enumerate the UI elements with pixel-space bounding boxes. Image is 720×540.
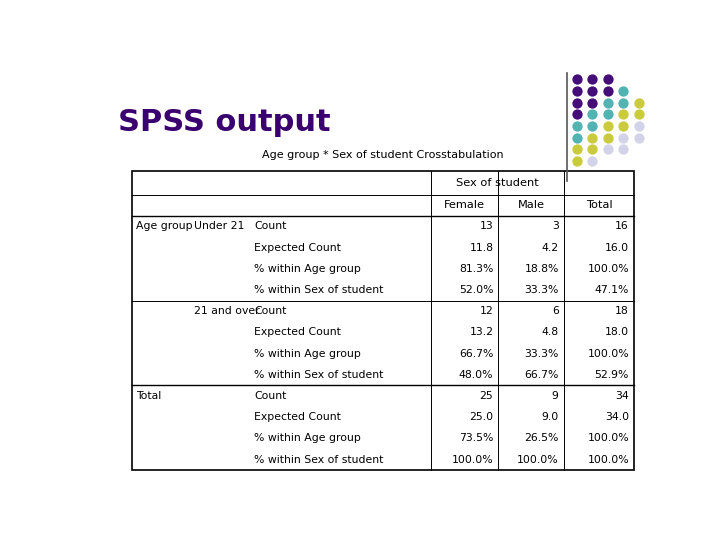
Text: Expected Count: Expected Count	[254, 242, 341, 253]
Text: 100.0%: 100.0%	[588, 349, 629, 359]
Text: 33.3%: 33.3%	[524, 349, 559, 359]
Text: SPSS output: SPSS output	[118, 109, 330, 138]
Text: % within Age group: % within Age group	[254, 264, 361, 274]
Text: Count: Count	[254, 306, 287, 316]
Text: 34.0: 34.0	[605, 412, 629, 422]
Text: 4.8: 4.8	[541, 327, 559, 338]
Text: 34: 34	[616, 391, 629, 401]
Text: 25.0: 25.0	[469, 412, 493, 422]
Text: 47.1%: 47.1%	[595, 285, 629, 295]
Text: % within Sex of student: % within Sex of student	[254, 370, 383, 380]
Text: 12: 12	[480, 306, 493, 316]
Text: 100.0%: 100.0%	[517, 455, 559, 464]
Text: Total: Total	[136, 391, 161, 401]
Text: 25: 25	[480, 391, 493, 401]
Text: Age group * Sex of student Crosstabulation: Age group * Sex of student Crosstabulati…	[262, 151, 504, 160]
Text: Male: Male	[518, 200, 544, 210]
Text: 3: 3	[552, 221, 559, 231]
Text: Female: Female	[444, 200, 485, 210]
Text: 48.0%: 48.0%	[459, 370, 493, 380]
Text: 100.0%: 100.0%	[452, 455, 493, 464]
Text: 73.5%: 73.5%	[459, 434, 493, 443]
Text: 66.7%: 66.7%	[459, 349, 493, 359]
Text: 18.0: 18.0	[605, 327, 629, 338]
Text: 100.0%: 100.0%	[588, 264, 629, 274]
Text: % within Sex of student: % within Sex of student	[254, 455, 383, 464]
Text: Count: Count	[254, 391, 287, 401]
Text: Total: Total	[585, 200, 612, 210]
Text: 18: 18	[616, 306, 629, 316]
Text: % within Age group: % within Age group	[254, 349, 361, 359]
Text: 26.5%: 26.5%	[524, 434, 559, 443]
Text: 16: 16	[616, 221, 629, 231]
Text: 66.7%: 66.7%	[524, 370, 559, 380]
Text: 9: 9	[552, 391, 559, 401]
Text: % within Age group: % within Age group	[254, 434, 361, 443]
Text: Under 21: Under 21	[194, 221, 244, 231]
Text: 18.8%: 18.8%	[524, 264, 559, 274]
Text: 100.0%: 100.0%	[588, 434, 629, 443]
Text: 4.2: 4.2	[541, 242, 559, 253]
Text: 13: 13	[480, 221, 493, 231]
Text: 13.2: 13.2	[469, 327, 493, 338]
Text: 11.8: 11.8	[469, 242, 493, 253]
Text: 21 and over: 21 and over	[194, 306, 259, 316]
Text: 81.3%: 81.3%	[459, 264, 493, 274]
Text: % within Sex of student: % within Sex of student	[254, 285, 383, 295]
Text: 9.0: 9.0	[541, 412, 559, 422]
Text: 100.0%: 100.0%	[588, 455, 629, 464]
Text: 52.0%: 52.0%	[459, 285, 493, 295]
Text: 16.0: 16.0	[605, 242, 629, 253]
Text: Expected Count: Expected Count	[254, 412, 341, 422]
Text: Expected Count: Expected Count	[254, 327, 341, 338]
Text: 33.3%: 33.3%	[524, 285, 559, 295]
Text: Age group: Age group	[136, 221, 192, 231]
Text: Sex of student: Sex of student	[456, 178, 539, 188]
Text: Count: Count	[254, 221, 287, 231]
Text: 6: 6	[552, 306, 559, 316]
Text: 52.9%: 52.9%	[595, 370, 629, 380]
